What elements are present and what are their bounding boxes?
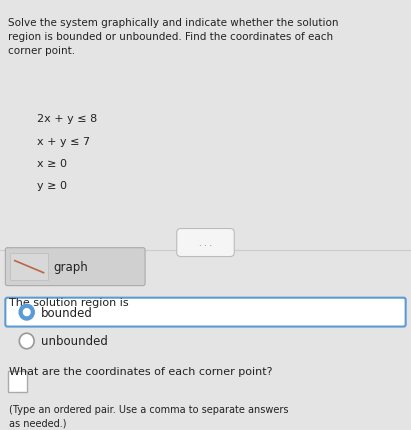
Circle shape	[19, 334, 34, 349]
Circle shape	[23, 309, 30, 316]
Text: y ≥ 0: y ≥ 0	[37, 181, 67, 191]
Text: x ≥ 0: x ≥ 0	[37, 159, 67, 169]
FancyBboxPatch shape	[8, 372, 27, 392]
Text: unbounded: unbounded	[41, 335, 108, 348]
Text: bounded: bounded	[41, 306, 93, 319]
Text: graph: graph	[54, 261, 88, 273]
Text: (Type an ordered pair. Use a comma to separate answers
as needed.): (Type an ordered pair. Use a comma to se…	[9, 404, 289, 427]
FancyBboxPatch shape	[5, 298, 406, 327]
FancyBboxPatch shape	[10, 254, 48, 280]
Text: 2x + y ≤ 8: 2x + y ≤ 8	[37, 114, 97, 124]
Text: The solution region is: The solution region is	[9, 298, 129, 307]
Text: What are the coordinates of each corner point?: What are the coordinates of each corner …	[9, 366, 272, 376]
Circle shape	[19, 304, 34, 320]
Text: . . .: . . .	[199, 239, 212, 247]
FancyBboxPatch shape	[177, 229, 234, 257]
Text: Solve the system graphically and indicate whether the solution
region is bounded: Solve the system graphically and indicat…	[8, 18, 339, 56]
Text: x + y ≤ 7: x + y ≤ 7	[37, 136, 90, 146]
FancyBboxPatch shape	[5, 248, 145, 286]
